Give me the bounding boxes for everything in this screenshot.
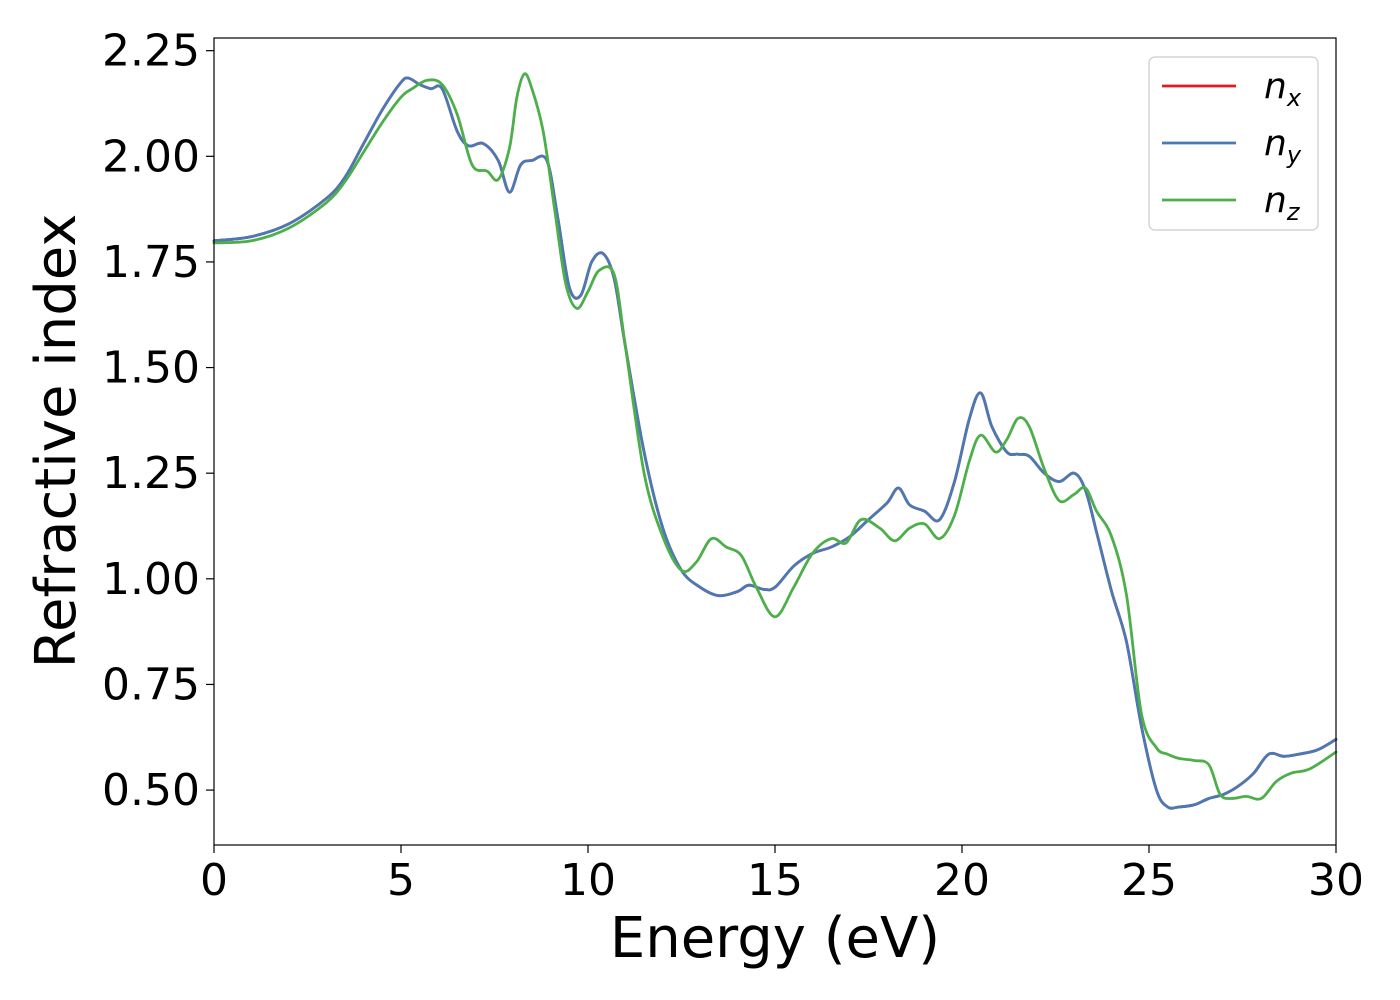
- y-tick-label: 0.75: [102, 659, 200, 710]
- y-tick-label: 1.75: [102, 237, 200, 288]
- y-tick-label: 2.25: [102, 26, 200, 77]
- y-tick-label: 2.00: [102, 131, 200, 182]
- x-tick-label: 30: [1308, 855, 1364, 906]
- legend-label-n-x: nx: [1264, 66, 1302, 112]
- y-axis: 0.50 0.75 1.00 1.25 1.50 1.75 2.00 2.25: [102, 26, 214, 816]
- y-tick-label: 0.50: [102, 765, 200, 816]
- y-tick-label: 1.50: [102, 343, 200, 394]
- x-tick-label: 15: [747, 855, 803, 906]
- y-axis-label: Refractive index: [24, 214, 89, 669]
- series-line-n-y: [212, 76, 1338, 810]
- series-line-n-z: [212, 72, 1338, 801]
- x-tick-label: 20: [934, 855, 990, 906]
- legend-label-n-z: nz: [1264, 180, 1301, 226]
- legend-label-n-y: ny: [1264, 123, 1302, 169]
- x-axis-label: Energy (eV): [610, 906, 940, 971]
- x-tick-label: 0: [200, 855, 228, 906]
- series-layer: [212, 72, 1338, 810]
- x-axis: 0 5 10 15 20 25 30: [200, 845, 1364, 906]
- y-tick-label: 1.25: [102, 448, 200, 499]
- x-tick-label: 10: [560, 855, 616, 906]
- x-tick-label: 5: [387, 855, 415, 906]
- y-tick-label: 1.00: [102, 554, 200, 605]
- legend: nx ny nz: [1148, 56, 1319, 231]
- x-tick-label: 25: [1121, 855, 1177, 906]
